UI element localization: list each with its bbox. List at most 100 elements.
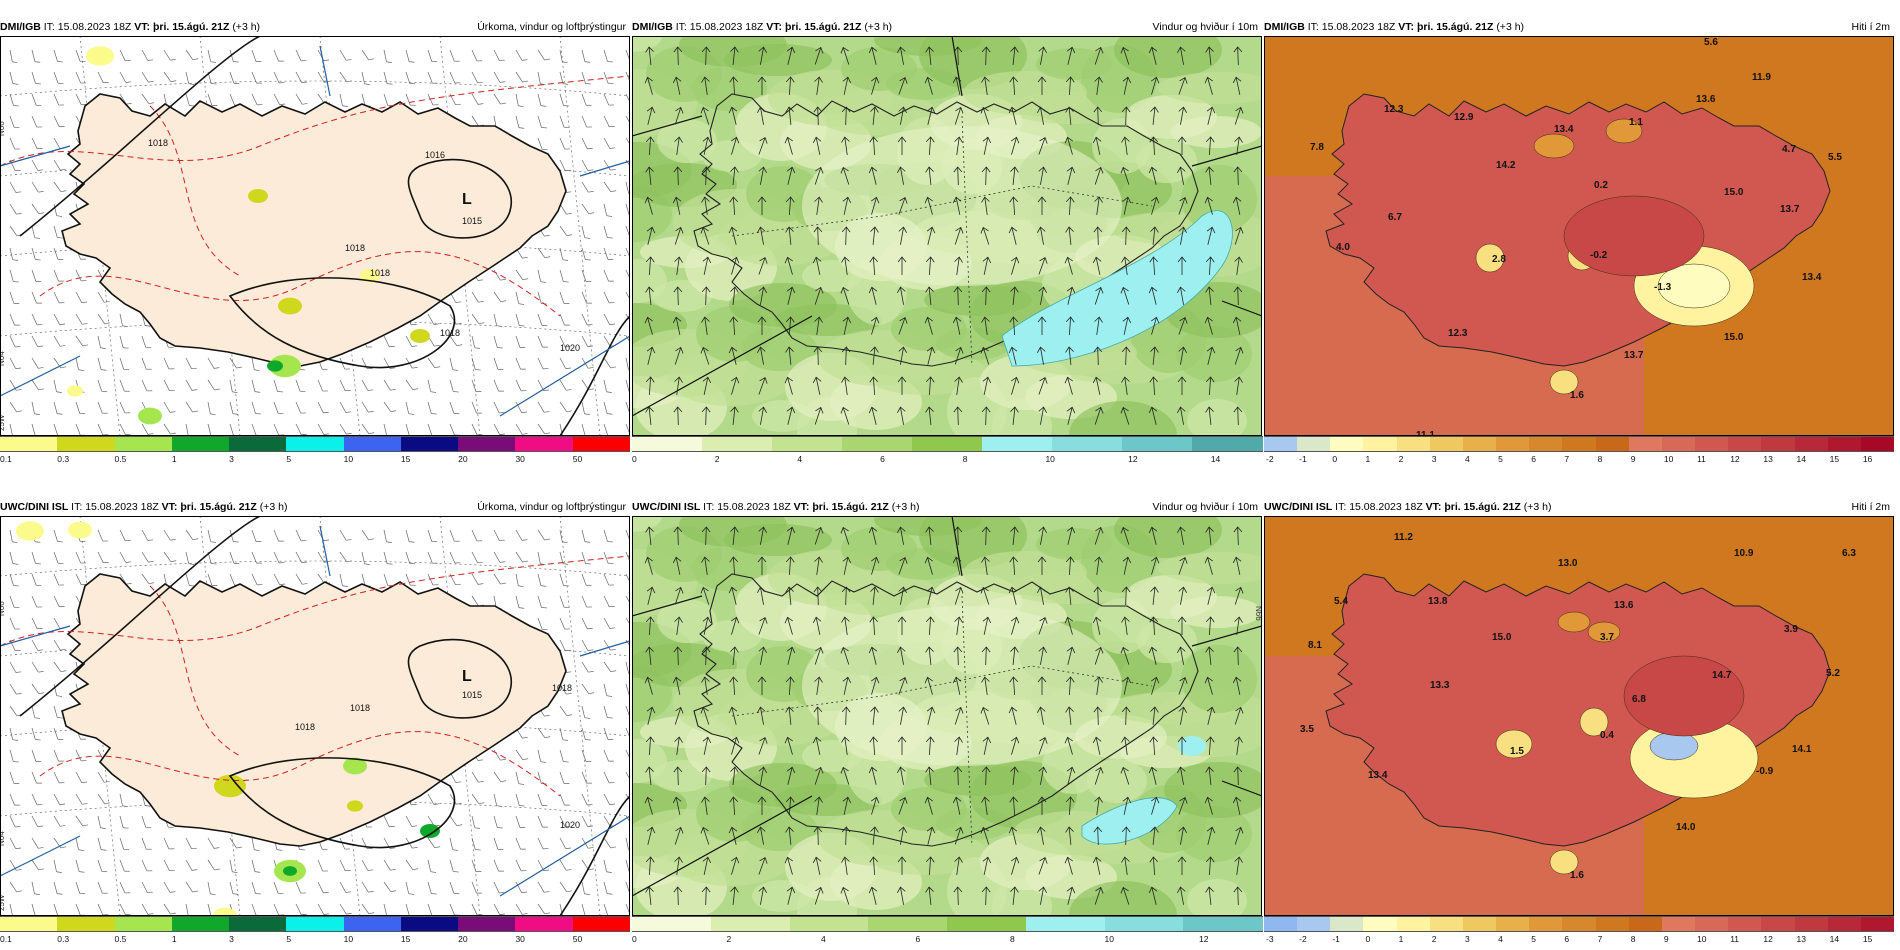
scale-tick-label: 20 [458, 934, 468, 944]
scale-swatch [1429, 436, 1464, 452]
scale-swatch [1396, 916, 1431, 932]
scale-swatch [1695, 436, 1729, 452]
temperature-label: 5.6 [1704, 37, 1718, 48]
scale-swatch [1025, 916, 1105, 932]
isobar-label: 1018 [350, 703, 370, 713]
scale-tick-label: 2 [726, 934, 732, 944]
lead-time: (+3 h) [1523, 501, 1552, 513]
scale-tick-label: 6 [915, 934, 921, 944]
scale-swatch [1827, 916, 1862, 932]
lead-time: (+3 h) [1496, 21, 1525, 33]
scale-swatch [632, 916, 712, 932]
map-panel-dmi-wind: DMI/IGB IT: 15.08.2023 18Z VT: þri. 15.á… [632, 18, 1263, 480]
map-area[interactable] [632, 36, 1262, 436]
init-time: 15.08.2023 18Z [1349, 501, 1423, 513]
scale-tick-label: 10 [343, 934, 354, 944]
scale-tick-label: 0.5 [114, 454, 127, 464]
isobar-label: 1018 [295, 722, 315, 732]
temperature-label: 6.7 [1388, 212, 1402, 223]
scale-tick-label: 16 [1862, 454, 1873, 464]
scale-tick-label: 5 [1531, 934, 1536, 944]
map-panel-uwc-temp: UWC/DINI ISL IT: 15.08.2023 18Z VT: þri.… [1264, 498, 1895, 950]
scale-swatch [0, 916, 58, 932]
scale-swatch [343, 436, 402, 452]
valid-time: þri. 15.ágú. 21Z [812, 501, 889, 513]
scale-tick-label: 0 [632, 934, 637, 944]
valid-time-label: VT: [1398, 21, 1415, 33]
init-time-label: IT: [43, 21, 55, 33]
lead-time: (+3 h) [891, 501, 920, 513]
init-time: 15.08.2023 18Z [689, 21, 764, 33]
temperature-label: 6.3 [1842, 548, 1856, 559]
temperature-label: 13.3 [1430, 680, 1450, 691]
scale-tick-label: 0.1 [0, 934, 12, 944]
temperature-label: 1.1 [1629, 117, 1643, 128]
isobar-label: 1020 [560, 820, 580, 830]
isobar-label: 1020 [560, 343, 580, 353]
isobar-label: 1016 [425, 150, 445, 160]
model-name: DMI/IGB [1264, 21, 1305, 33]
scale-tick-label: 8 [1630, 934, 1636, 944]
temperature-label: -0.9 [1756, 766, 1774, 777]
scale-swatch [1462, 436, 1497, 452]
temperature-label: 12.3 [1384, 104, 1404, 115]
temperature-label: 14.7 [1712, 670, 1732, 681]
scale-swatch [400, 916, 459, 932]
scale-swatch [1628, 916, 1663, 932]
scale-tick-label: 12 [1763, 934, 1773, 944]
scale-tick-label: 8 [1010, 934, 1015, 944]
valid-time-label: VT: [161, 501, 178, 513]
map-panel-uwc-precip: UWC/DINI ISL IT: 15.08.2023 18Z VT: þri.… [0, 498, 631, 950]
scale-tick-label: 11 [1730, 934, 1740, 944]
map-area[interactable]: 1016 L 1015 1018 1018 1020 1018 1018 N66 N64 25W [0, 36, 630, 436]
init-time-label: IT: [1335, 501, 1347, 513]
valid-time-label: VT: [1425, 501, 1442, 513]
scale-swatch [1661, 436, 1696, 452]
grid-edge-label: 25W [0, 894, 6, 911]
scale-tick-label: 13 [1796, 934, 1806, 944]
scale-swatch [1761, 436, 1796, 452]
grid-edge-label: N66 [0, 121, 6, 136]
map-area[interactable]: L 1015 1018 1018 1020 1018 N66 N64 25W [0, 516, 630, 916]
map-area[interactable]: 11.2 13.0 10.9 6.3 5.4 13.8 13.6 15.0 3.7 3.9 8.1 1… [1264, 516, 1894, 916]
valid-time: þri. 15.ágú. 21Z [180, 501, 257, 513]
scale-tick-label: 4 [821, 934, 826, 944]
scale-swatch [1728, 436, 1762, 452]
init-time-label: IT: [71, 501, 83, 513]
product-title: Hiti í 2m [1851, 501, 1890, 513]
scale-tick-label: 30 [515, 934, 525, 944]
color-scale: 0.1 0.3 0.5 1 3 5 10 15 20 30 50 [0, 916, 631, 950]
valid-time: þri. 15.ágú. 21Z [1416, 21, 1494, 33]
map-panel-dmi-precip: DMI/IGB IT: 15.08.2023 18Z VT: þri. 15.á… [0, 18, 631, 480]
model-name: DMI/IGB [632, 21, 673, 33]
product-title: Úrkoma, vindur og loftþrýstingur [477, 501, 626, 513]
color-scale: 0.1 0.3 0.5 1 3 5 10 15 20 30 50 [0, 436, 631, 470]
scale-swatch [400, 436, 459, 452]
temperature-label: 2.8 [1492, 254, 1506, 265]
scale-swatch [114, 916, 173, 932]
scale-tick-label: 50 [572, 454, 583, 464]
temperature-label: 0.2 [1594, 180, 1608, 191]
scale-tick-label: 11 [1697, 454, 1706, 464]
scale-swatch [1860, 436, 1895, 452]
temperature-label: 3.7 [1600, 632, 1614, 643]
scale-tick-label: 14 [1210, 454, 1221, 464]
lead-time: (+3 h) [259, 501, 288, 513]
map-area[interactable]: 5.6 11.9 12.3 12.9 13.6 7.8 13.4 1.1 4.7 5.5 14.2 0… [1264, 36, 1894, 436]
isobar-label: 1018 [345, 243, 365, 253]
scale-tick-label: 50 [572, 934, 583, 944]
temperature-label: 6.8 [1632, 694, 1646, 705]
scale-tick-label: 4 [1464, 454, 1470, 464]
temperature-label: 13.4 [1368, 770, 1388, 781]
init-time: 15.08.2023 18Z [57, 21, 132, 33]
isobar-label: 1018 [552, 683, 572, 693]
temperature-label: 5.2 [1826, 668, 1840, 679]
map-area[interactable]: N66 [632, 516, 1262, 916]
scale-swatch [1264, 436, 1298, 452]
temperature-label: -0.2 [1590, 250, 1608, 261]
scale-tick-label: 4 [1498, 934, 1503, 944]
scale-swatch [57, 436, 116, 452]
map-svg: 1016 L 1015 1018 1018 1020 1018 1018 N66 N64 25W [0, 36, 630, 436]
isobar-label: 1015 [462, 690, 482, 700]
scale-swatch [1529, 436, 1563, 452]
